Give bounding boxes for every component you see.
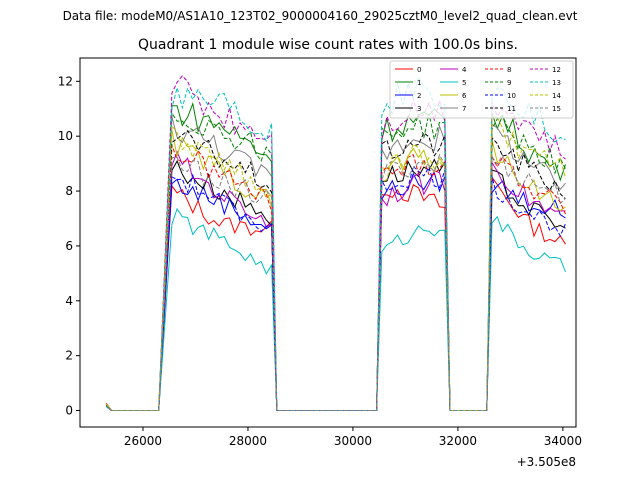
x-tick-label: 30000	[334, 434, 372, 448]
x-tick-label: 28000	[229, 434, 267, 448]
suptitle: Data file: modeM0/AS1A10_123T02_90000041…	[63, 9, 578, 23]
legend-label: 0	[417, 66, 421, 74]
series-line-8	[105, 145, 566, 411]
y-tick-label: 10	[58, 129, 73, 143]
x-offset-text: +3.505e8	[517, 455, 576, 469]
series-line-15	[105, 153, 566, 411]
y-tick-label: 12	[58, 74, 73, 88]
legend-label: 4	[462, 66, 467, 74]
legend-label: 5	[462, 79, 466, 87]
y-tick-label: 0	[65, 404, 73, 418]
y-tick-label: 2	[65, 349, 73, 363]
chart-title: Quadrant 1 module wise count rates with …	[138, 37, 518, 53]
legend-label: 6	[462, 92, 467, 100]
y-tick-label: 6	[65, 239, 73, 253]
y-axis: 0 2 4 6 8 10 12	[58, 74, 80, 418]
x-axis: 26000 28000 30000 32000 34000	[124, 427, 582, 448]
legend-label: 13	[552, 79, 561, 87]
legend-label: 14	[552, 92, 561, 100]
x-tick-label: 34000	[544, 434, 582, 448]
legend-box	[389, 60, 574, 119]
legend-label: 1	[417, 79, 421, 87]
legend-label: 9	[507, 79, 511, 87]
legend-label: 3	[417, 105, 421, 113]
series-layer	[105, 75, 566, 411]
legend-label: 15	[552, 105, 561, 113]
y-tick-label: 4	[65, 294, 73, 308]
legend-label: 10	[507, 92, 516, 100]
plot-frame	[79, 57, 577, 428]
legend-label: 12	[552, 66, 561, 74]
legend-label: 8	[507, 66, 511, 74]
x-tick-label: 26000	[124, 434, 162, 448]
y-tick-label: 8	[65, 184, 73, 198]
legend-label: 11	[507, 105, 516, 113]
x-tick-label: 32000	[439, 434, 477, 448]
legend-label: 2	[417, 92, 421, 100]
legend-label: 7	[462, 105, 466, 113]
